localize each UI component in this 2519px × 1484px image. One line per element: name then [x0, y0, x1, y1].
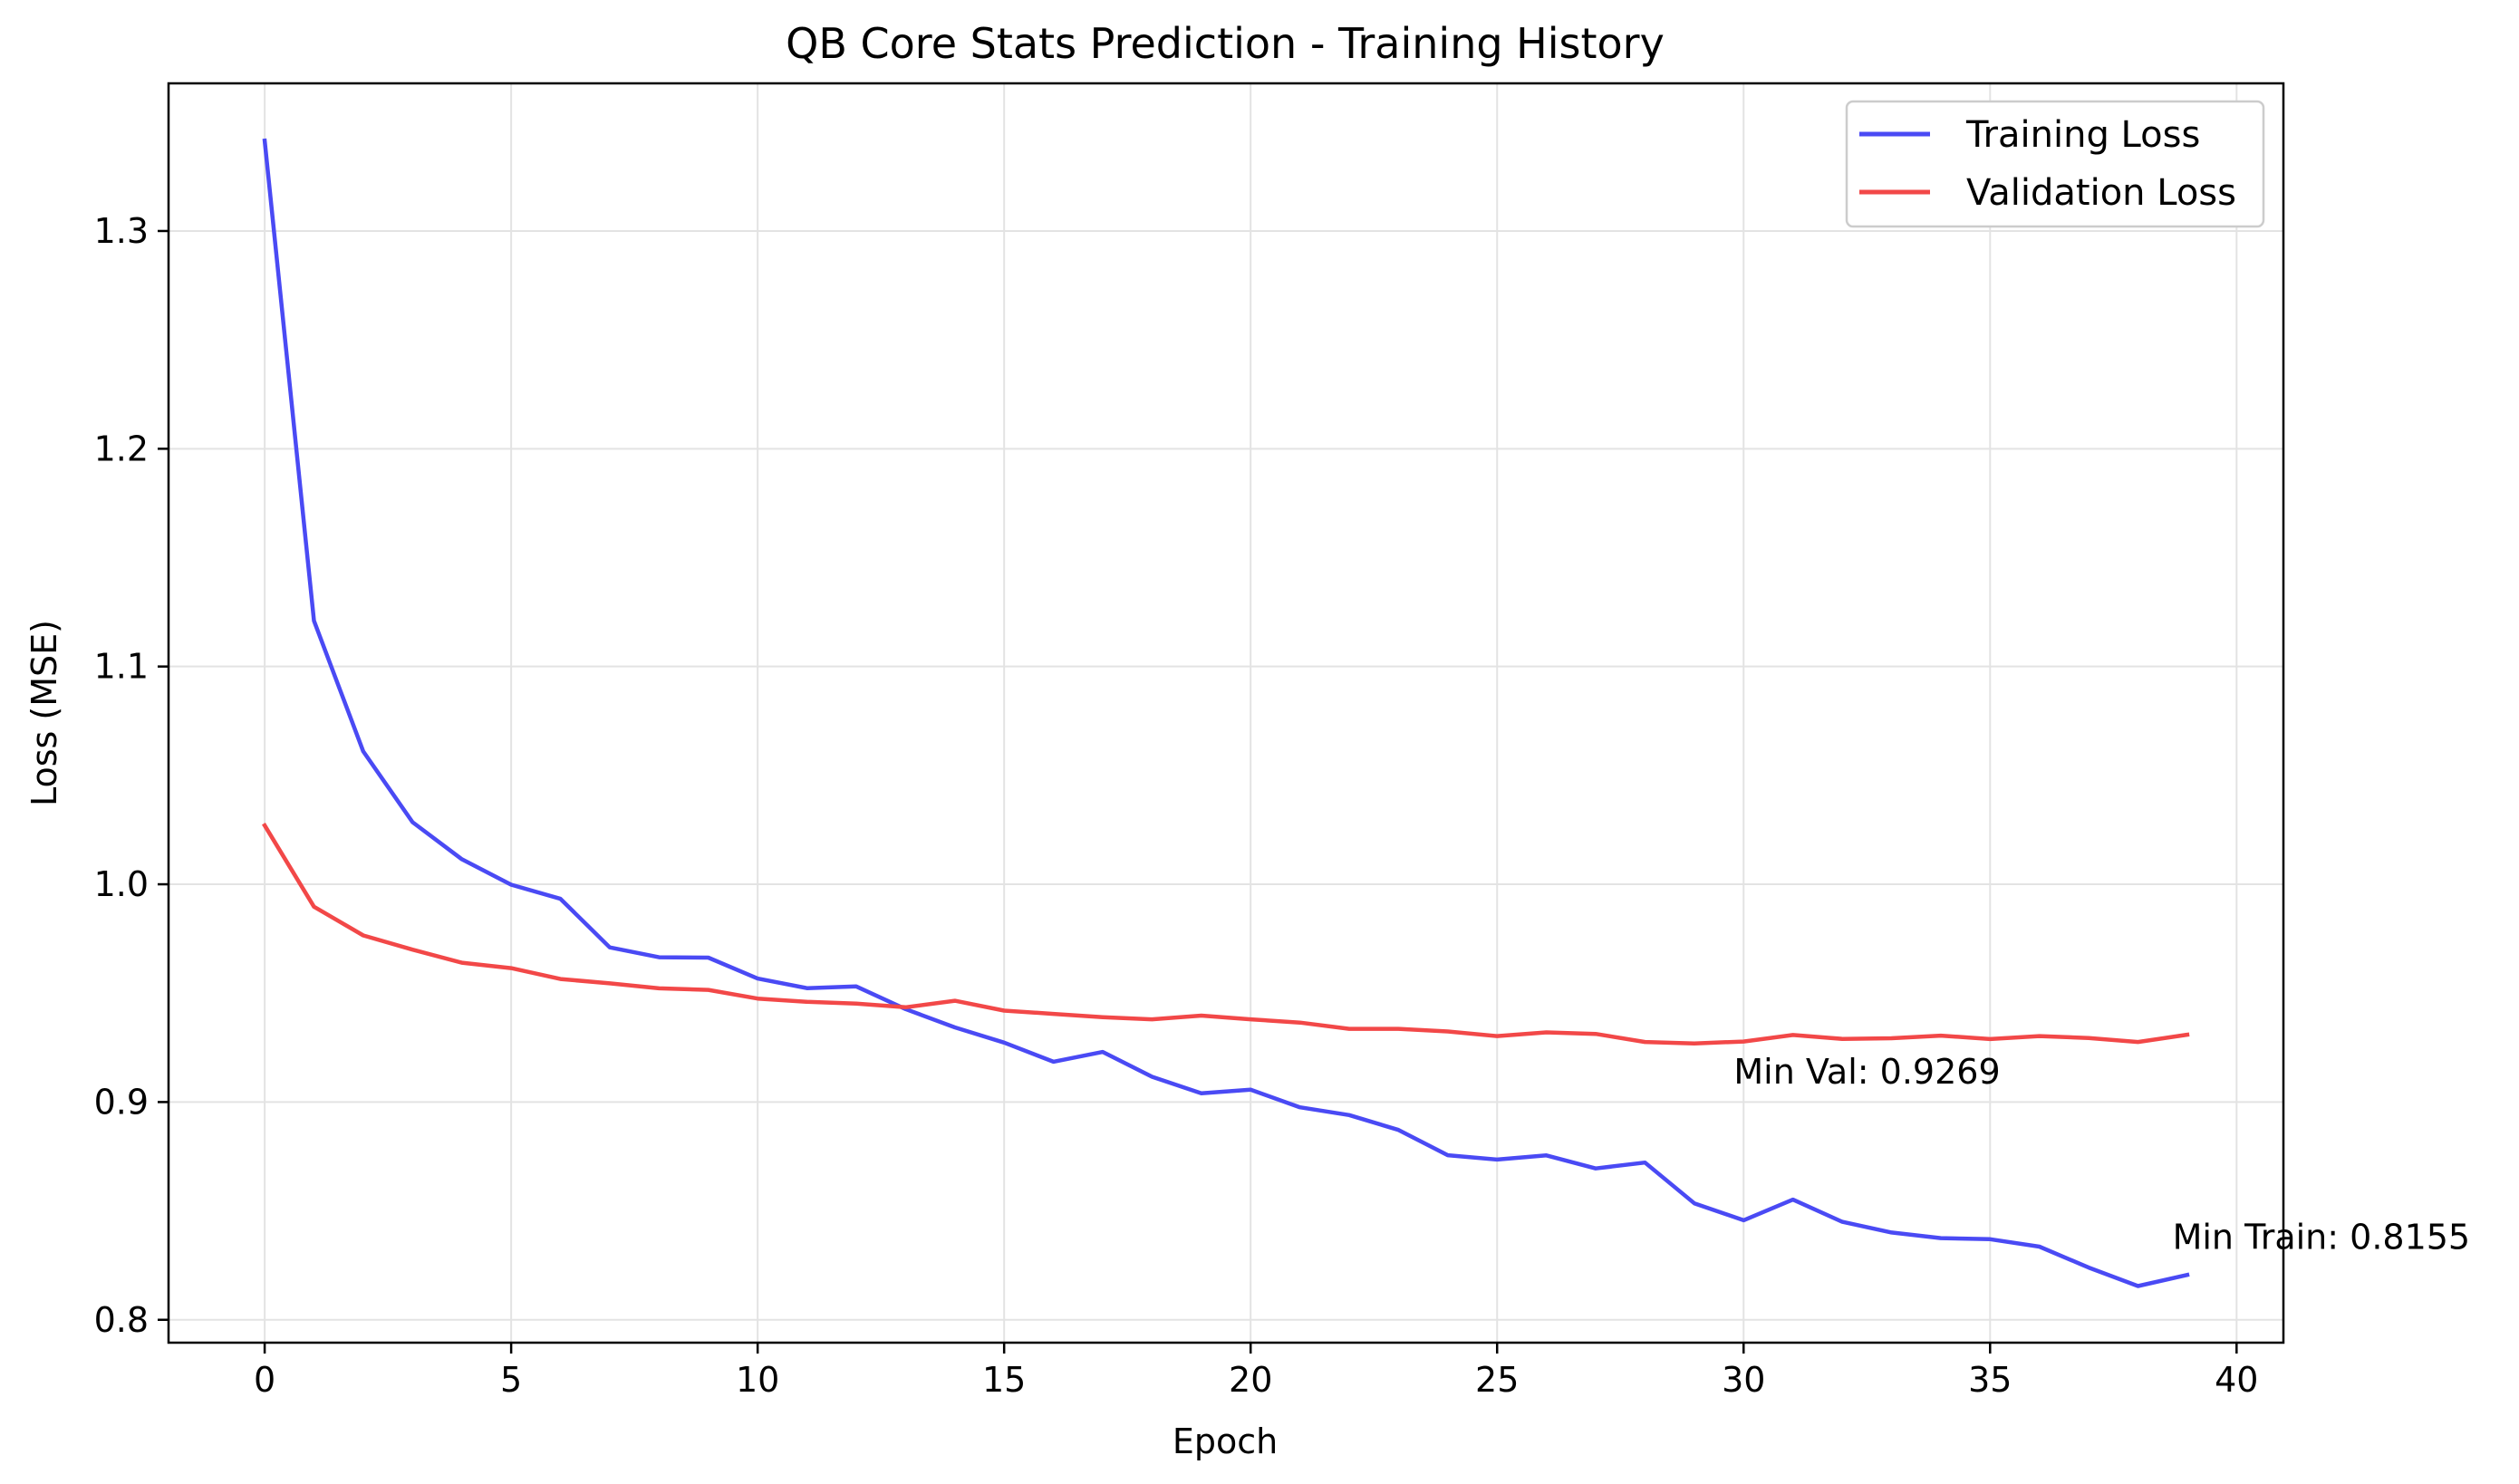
- x-tick-label: 10: [736, 1360, 779, 1400]
- series-line-training-loss: [262, 138, 2190, 1288]
- legend-label-training-loss: Training Loss: [1965, 114, 2200, 156]
- x-tick-label: 30: [1722, 1360, 1765, 1400]
- y-tick-label: 1.1: [94, 647, 149, 687]
- y-tick-label: 0.9: [94, 1082, 149, 1122]
- y-tick-label: 0.8: [94, 1300, 149, 1340]
- y-tick-label: 1.2: [94, 429, 149, 468]
- y-tick-label: 1.0: [94, 864, 149, 904]
- series-lines: [262, 138, 2190, 1288]
- plot-area-frame: [167, 82, 2285, 1344]
- legend-box: [1845, 100, 2265, 228]
- x-tick-label: 0: [254, 1360, 275, 1400]
- chart-title: QB Core Stats Prediction - Training Hist…: [786, 19, 1665, 68]
- annotation-label: Min Train: 0.8155: [2173, 1218, 2471, 1258]
- annotations: Min Val: 0.9269 Min Train: 0.8155: [1733, 1052, 2470, 1258]
- x-tick-label: 20: [1229, 1360, 1272, 1400]
- annotation-label: Min Val: 0.9269: [1733, 1052, 2000, 1092]
- x-tick-label: 35: [1968, 1360, 2012, 1400]
- axis-ticks: 0 5 10 15 20 25 30 35 40 0.8 0.9 1.0 1.1 1.2 1.3: [94, 211, 2259, 1400]
- y-tick-label: 1.3: [94, 211, 149, 251]
- x-axis-label: Epoch: [1173, 1421, 1278, 1461]
- y-axis-label: Loss (MSE): [24, 620, 64, 806]
- x-tick-label: 15: [982, 1360, 1026, 1400]
- x-tick-label: 25: [1475, 1360, 1519, 1400]
- x-tick-label: 40: [2215, 1360, 2258, 1400]
- grid-lines: [169, 83, 2283, 1343]
- legend: Training Loss Validation Loss: [1845, 100, 2265, 228]
- series-line-validation-loss: [262, 823, 2190, 1046]
- x-tick-label: 5: [500, 1360, 522, 1400]
- legend-label-validation-loss: Validation Loss: [1966, 172, 2236, 214]
